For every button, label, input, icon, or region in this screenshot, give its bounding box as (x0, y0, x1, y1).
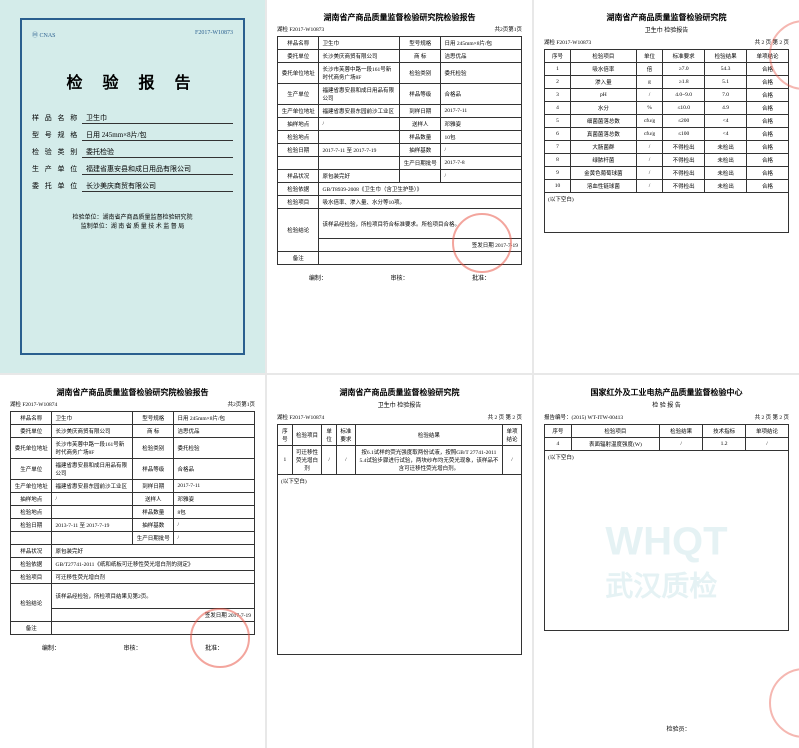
cert-label: 委 托 单 位 (32, 181, 82, 192)
rpt5-page: 共 2 页 第 2 页 (755, 413, 789, 421)
cert-value: 委托检验 (82, 147, 233, 158)
cert-value: 卫生巾 (82, 113, 233, 124)
rpt1-page: 共2页第1页 (494, 25, 522, 33)
cert-label: 样 品 名 称 (32, 113, 82, 124)
sig-check: 审核： (390, 273, 408, 282)
rpt3-title: 湖南省产商品质量监督检验研究院检验报告 (10, 387, 255, 398)
rpt5-title: 国家红外及工业电热产品质量监督检验中心 (544, 387, 789, 398)
cert-label: 生 产 单 位 (32, 164, 82, 175)
cert-title: 检 验 报 告 (32, 69, 233, 93)
rpt2-no: 湖检 F2017-W10873 (544, 38, 591, 46)
sig-approve: 批准： (472, 273, 490, 282)
report-2: 湖南省产商品质量监督检验研究院 卫生巾 检验报告 湖检 F2017-W10873… (534, 0, 799, 373)
rpt3-page: 共2页第1页 (227, 400, 255, 408)
sig-check: 审核： (123, 643, 141, 652)
rpt1-no: 湖检 F2017-W10873 (277, 25, 324, 33)
rpt2-subtitle: 卫生巾 检验报告 (544, 25, 789, 34)
rpt5-no: 报告编号：(2015) WT-ITW-00413 (544, 413, 623, 421)
cert-footer-2: 监制单位：湖 南 省 质 量 技 术 监 督 局 (32, 221, 233, 230)
cert-footer-1: 检验单位：湖南省产商品质量监督检验研究院 (32, 212, 233, 221)
rpt5-sig: 检验员： (667, 724, 691, 733)
rpt5-subtitle: 检 验 报 告 (544, 400, 789, 409)
rpt3-no: 湖检 F2017-W10874 (10, 400, 57, 408)
stamp (190, 608, 250, 668)
rpt2-table: 序号检验项目单位标准要求检验结果单项结论1吸水倍率倍≥7.054.3合格2渗入量… (544, 49, 789, 233)
report-5: 国家红外及工业电热产品质量监督检验中心 检 验 报 告 报告编号：(2015) … (534, 375, 799, 748)
cert-page: Ⓜ CNAS F2017-W10873 检 验 报 告 样 品 名 称卫生巾型 … (0, 0, 265, 373)
cert-value: 福建省惠安县和成日用品有限公司 (82, 164, 233, 175)
rpt4-page: 共 2 页 第 2 页 (488, 413, 522, 421)
rpt5-table: 序号检验项目检验结果技术指标单项结论4表面辐射温度强度(W)/1.2/(以下空白… (544, 424, 789, 631)
sig-make: 编制： (309, 273, 327, 282)
report-3: 湖南省产商品质量监督检验研究院检验报告 湖检 F2017-W10874 共2页第1… (0, 375, 265, 748)
rpt3-table: 样品名称卫生巾型号规格日用 245mm×8片/包委托单位长沙美庆商贸有限公司商 … (10, 411, 255, 635)
stamp (452, 213, 512, 273)
cert-label: 型 号 规 格 (32, 130, 82, 141)
report-4: 湖南省产商品质量监督检验研究院 卫生巾 检验报告 湖检 F2017-W10874… (267, 375, 532, 748)
cert-value: 长沙美庆商贸有限公司 (82, 181, 233, 192)
rpt4-table: 序号检验项目单位标准要求检验结果单项结论1可迁移性荧光增白剂//按6.1试样的荧… (277, 424, 522, 655)
seal (769, 668, 799, 738)
cert-label: 检 验 类 别 (32, 147, 82, 158)
report-1: 湖南省产商品质量监督检验研究院检验报告 湖检 F2017-W10873 共2页第1… (267, 0, 532, 373)
cert-value: 日用 245mm×8片/包 (82, 130, 233, 141)
rpt1-title: 湖南省产商品质量监督检验研究院检验报告 (277, 12, 522, 23)
rpt2-title: 湖南省产商品质量监督检验研究院 (544, 12, 789, 23)
logo-row: Ⓜ CNAS F2017-W10873 (32, 30, 233, 39)
cnas-logo: CNAS (40, 33, 56, 39)
sig-make: 编制： (42, 643, 60, 652)
doc-no: F2017-W10873 (195, 30, 233, 36)
ma-logo: Ⓜ (32, 33, 38, 39)
rpt4-subtitle: 卫生巾 检验报告 (277, 400, 522, 409)
rpt4-no: 湖检 F2017-W10874 (277, 413, 324, 421)
rpt4-title: 湖南省产商品质量监督检验研究院 (277, 387, 522, 398)
